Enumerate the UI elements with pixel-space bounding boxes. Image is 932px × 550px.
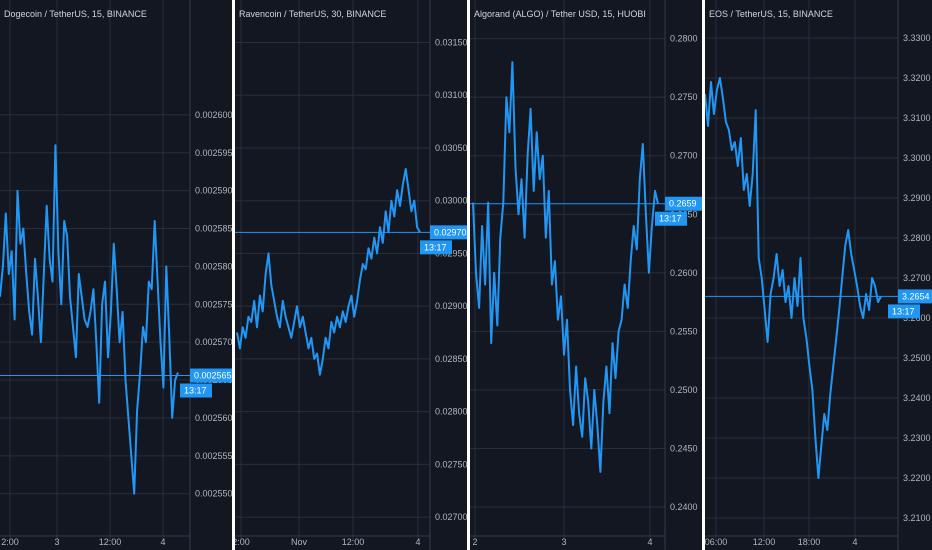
y-tick-label: 3.2800: [903, 233, 931, 243]
last-price-badge: [898, 289, 932, 304]
last-price-label: 0.0025656: [194, 371, 232, 381]
y-tick-label: 3.3200: [903, 73, 931, 83]
countdown-badge: [888, 304, 920, 319]
panel-separator: [702, 0, 705, 550]
panel-separator: [232, 0, 235, 550]
x-tick-label: 18:00: [798, 537, 821, 547]
last-price-badge: [190, 368, 232, 383]
y-tick-label: 0.0025500: [195, 489, 232, 499]
price-line-series: [236, 168, 421, 376]
countdown-label: 13:17: [892, 306, 915, 316]
x-tick-label: 06:00: [705, 537, 727, 547]
chart-title: Ravencoin / TetherUS, 30, BINANCE: [239, 9, 387, 19]
y-tick-label: 3.2700: [903, 273, 931, 283]
countdown-badge: [655, 211, 687, 226]
x-tick-label: 12:00: [342, 537, 365, 547]
price-line-series: [472, 61, 659, 473]
y-tick-label: 0.02800: [435, 407, 467, 417]
countdown-label: 13:17: [659, 214, 682, 224]
y-tick-label: 3.2400: [903, 393, 931, 403]
x-tick-label: 4: [415, 537, 420, 547]
y-tick-label: 0.2700: [670, 151, 698, 161]
y-tick-label: 3.3100: [903, 113, 931, 123]
last-price-badge: [430, 225, 467, 240]
y-tick-label: 0.03000: [435, 196, 467, 206]
y-tick-label: 0.02900: [435, 301, 467, 311]
y-tick-label: 0.2750: [670, 92, 698, 102]
algorand-chart-svg[interactable]: 0.28000.27500.27000.26500.26000.25500.25…: [470, 0, 702, 550]
y-tick-label: 3.2500: [903, 353, 931, 363]
last-price-label: 0.2659: [669, 199, 697, 209]
price-line-series: [705, 77, 882, 479]
x-tick-label: 3: [561, 537, 566, 547]
x-tick-label: 2:00: [1, 537, 19, 547]
x-tick-label: 12:00: [99, 537, 122, 547]
countdown-badge: [180, 383, 212, 398]
last-price-badge: [665, 196, 702, 211]
y-tick-label: 0.2500: [670, 385, 698, 395]
eos-chart-panel[interactable]: 3.3300 3.3200 3.3100 3.3000 3.2900 3.2800 3.27…: [705, 0, 932, 550]
last-price-label: 0.02970: [434, 227, 467, 237]
eos-chart-svg[interactable]: 3.3300 3.3200 3.3100 3.3000 3.2900 3.2800 3.27…: [705, 0, 932, 550]
ravencoin-chart-svg[interactable]: 0.031500.031000.030500.030000.029500.029…: [235, 0, 467, 550]
x-tick-label: 4: [647, 537, 652, 547]
x-tick-label: 2: [472, 537, 477, 547]
panel-separator: [467, 0, 470, 550]
y-tick-label: 3.2900: [903, 193, 931, 203]
y-tick-label: 0.2600: [670, 268, 698, 278]
x-tick-label: 4: [160, 537, 165, 547]
y-tick-label: 3.3300: [903, 33, 931, 43]
countdown-label: 13:17: [424, 242, 447, 252]
y-tick-label: 0.03100: [435, 90, 467, 100]
algorand-chart-panel[interactable]: 0.28000.27500.27000.26500.26000.25500.25…: [470, 0, 702, 550]
y-tick-label: 0.03150: [435, 37, 467, 47]
x-tick-label: 2:00: [235, 537, 250, 547]
price-line-series: [0, 144, 179, 495]
y-tick-label: 0.02750: [435, 459, 467, 469]
y-tick-label: 0.2450: [670, 443, 698, 453]
y-tick-label: 0.2400: [670, 502, 698, 512]
chart-title: Dogecoin / TetherUS, 15, BINANCE: [4, 9, 147, 19]
last-price-label: 3.2654: [902, 291, 930, 301]
y-tick-label: 0.02700: [435, 512, 467, 522]
chart-title: Algorand (ALGO) / Tether USD, 15, HUOBI: [474, 9, 646, 19]
countdown-label: 13:17: [184, 386, 207, 396]
ravencoin-chart-panel[interactable]: 0.031500.031000.030500.030000.029500.029…: [235, 0, 467, 550]
y-tick-label: 3.3000: [903, 153, 931, 163]
y-tick-label: 0.03050: [435, 143, 467, 153]
y-tick-label: 0.02850: [435, 354, 467, 364]
x-tick-label: 3: [54, 537, 59, 547]
y-tick-label: 3.2300: [903, 433, 931, 443]
x-tick-label: 12:00: [753, 537, 776, 547]
x-tick-label: Nov: [291, 537, 308, 547]
countdown-badge: [420, 240, 452, 255]
y-tick-label: 3.2200: [903, 473, 931, 483]
chart-title: EOS / TetherUS, 15, BINANCE: [709, 9, 833, 19]
x-tick-label: 4: [852, 537, 857, 547]
y-tick-label: 0.2800: [670, 34, 698, 44]
y-tick-label: 3.2100: [903, 513, 931, 523]
y-tick-label: 0.2550: [670, 326, 698, 336]
